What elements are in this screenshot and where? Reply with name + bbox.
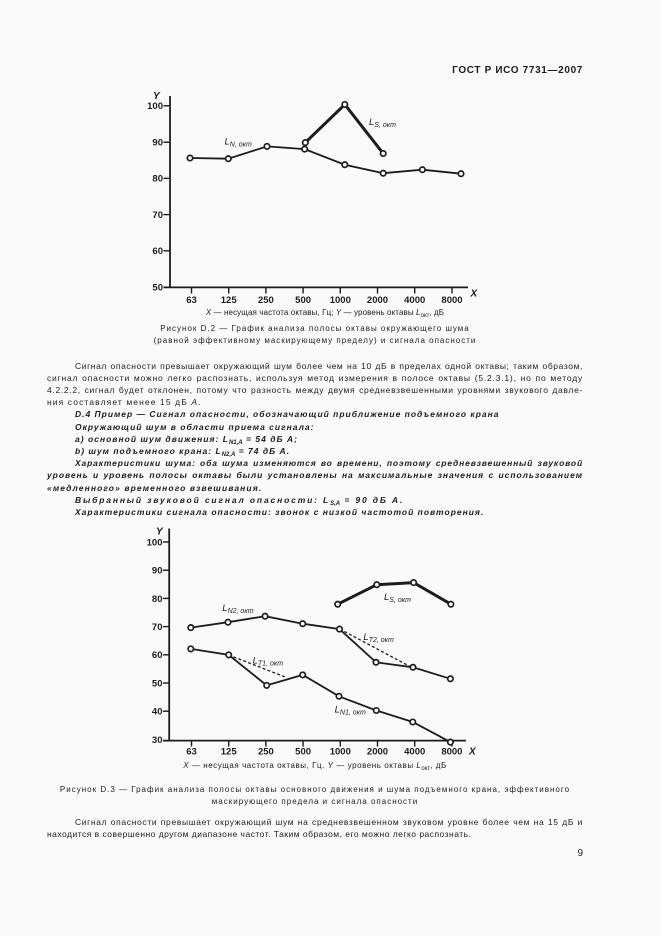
svg-text:125: 125 bbox=[221, 295, 238, 306]
svg-text:63: 63 bbox=[186, 295, 197, 306]
svg-text:60: 60 bbox=[152, 246, 163, 257]
svg-text:80: 80 bbox=[152, 594, 163, 605]
svg-text:125: 125 bbox=[221, 746, 238, 757]
svg-text:1000: 1000 bbox=[330, 295, 351, 306]
svg-text:30: 30 bbox=[152, 735, 163, 746]
svg-text:500: 500 bbox=[295, 746, 311, 757]
svg-text:X: X bbox=[470, 289, 479, 300]
svg-text:LT1, окт: LT1, окт bbox=[253, 656, 284, 668]
svg-text:LN, окт: LN, окт bbox=[225, 137, 253, 149]
svg-text:50: 50 bbox=[152, 282, 163, 293]
svg-text:63: 63 bbox=[186, 746, 197, 757]
svg-text:X: X bbox=[468, 746, 477, 757]
svg-text:60: 60 bbox=[152, 650, 163, 661]
svg-text:500: 500 bbox=[295, 295, 311, 306]
svg-text:80: 80 bbox=[152, 174, 163, 185]
svg-text:4000: 4000 bbox=[404, 295, 425, 306]
svg-text:LS, окт: LS, окт bbox=[384, 592, 411, 604]
svg-text:8000: 8000 bbox=[441, 295, 462, 306]
svg-text:100: 100 bbox=[147, 101, 163, 112]
svg-text:40: 40 bbox=[152, 707, 163, 718]
svg-text:70: 70 bbox=[152, 622, 163, 633]
svg-text:90: 90 bbox=[152, 566, 163, 577]
svg-text:100: 100 bbox=[147, 537, 163, 548]
svg-text:2000: 2000 bbox=[367, 746, 388, 757]
svg-text:LT2, окт: LT2, окт bbox=[363, 632, 394, 644]
svg-text:Y: Y bbox=[153, 91, 161, 102]
svg-text:70: 70 bbox=[152, 210, 163, 221]
svg-text:Y: Y bbox=[156, 527, 164, 538]
svg-text:LN1, окт: LN1, окт bbox=[335, 705, 366, 717]
svg-text:250: 250 bbox=[258, 746, 274, 757]
svg-text:250: 250 bbox=[258, 295, 274, 306]
svg-text:8000: 8000 bbox=[441, 746, 462, 757]
svg-text:50: 50 bbox=[152, 678, 163, 689]
svg-text:90: 90 bbox=[152, 137, 163, 148]
svg-text:4000: 4000 bbox=[404, 746, 425, 757]
svg-text:1000: 1000 bbox=[330, 746, 351, 757]
svg-text:LS, окт: LS, окт bbox=[369, 117, 396, 129]
svg-text:2000: 2000 bbox=[367, 295, 388, 306]
svg-text:LN2, окт: LN2, окт bbox=[222, 603, 253, 615]
